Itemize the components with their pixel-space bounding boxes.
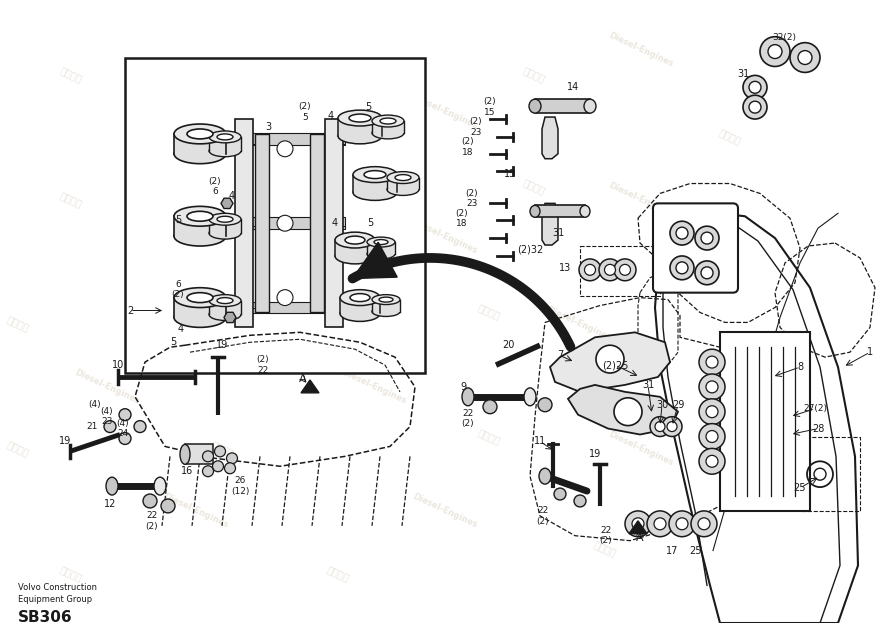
Text: Diesel-Engines: Diesel-Engines bbox=[162, 118, 230, 156]
Ellipse shape bbox=[462, 388, 474, 406]
Circle shape bbox=[699, 399, 725, 425]
Circle shape bbox=[706, 356, 718, 368]
Ellipse shape bbox=[187, 129, 213, 139]
Text: 1: 1 bbox=[867, 347, 873, 357]
Ellipse shape bbox=[584, 99, 596, 113]
FancyBboxPatch shape bbox=[653, 203, 738, 293]
Circle shape bbox=[701, 267, 713, 279]
Text: 5: 5 bbox=[174, 215, 182, 225]
Text: 紫发动力: 紫发动力 bbox=[59, 190, 84, 209]
Bar bbox=[235, 133, 345, 145]
Polygon shape bbox=[301, 380, 319, 393]
Text: 21: 21 bbox=[86, 422, 98, 431]
Text: 7: 7 bbox=[557, 350, 563, 360]
Circle shape bbox=[699, 374, 725, 400]
Text: 紫发动力: 紫发动力 bbox=[59, 65, 84, 84]
Circle shape bbox=[743, 75, 767, 99]
Circle shape bbox=[768, 45, 782, 58]
Text: 15: 15 bbox=[504, 168, 516, 178]
Text: (2)32: (2)32 bbox=[517, 245, 543, 255]
Text: (2)
23: (2) 23 bbox=[465, 188, 478, 208]
Ellipse shape bbox=[174, 288, 226, 308]
Text: 22
(2): 22 (2) bbox=[146, 511, 158, 531]
Text: 19: 19 bbox=[216, 340, 228, 350]
Circle shape bbox=[698, 518, 710, 530]
Text: Diesel-Engines: Diesel-Engines bbox=[607, 180, 675, 219]
Bar bbox=[209, 301, 241, 315]
Text: 9: 9 bbox=[460, 382, 466, 392]
Text: 紫发动力: 紫发动力 bbox=[59, 564, 84, 583]
Circle shape bbox=[699, 448, 725, 474]
Ellipse shape bbox=[174, 124, 226, 144]
Text: 紫发动力: 紫发动力 bbox=[299, 190, 324, 209]
Circle shape bbox=[695, 261, 719, 284]
Bar bbox=[185, 445, 213, 464]
Text: (2)
6: (2) 6 bbox=[208, 177, 222, 196]
Text: A: A bbox=[636, 533, 643, 543]
Bar bbox=[125, 58, 425, 373]
Polygon shape bbox=[655, 214, 858, 623]
Circle shape bbox=[104, 421, 116, 433]
Circle shape bbox=[790, 43, 820, 72]
Circle shape bbox=[749, 82, 761, 93]
Text: Diesel-Engines: Diesel-Engines bbox=[545, 305, 612, 343]
Text: 紫发动力: 紫发动力 bbox=[299, 65, 324, 84]
Polygon shape bbox=[629, 521, 647, 534]
Ellipse shape bbox=[367, 237, 395, 247]
Text: 30: 30 bbox=[656, 400, 668, 409]
Circle shape bbox=[676, 262, 688, 274]
Circle shape bbox=[662, 416, 682, 436]
Ellipse shape bbox=[217, 216, 233, 222]
Circle shape bbox=[119, 409, 131, 421]
Circle shape bbox=[614, 398, 642, 426]
Bar bbox=[209, 137, 241, 151]
Text: Diesel-Engines: Diesel-Engines bbox=[340, 367, 408, 405]
Circle shape bbox=[670, 221, 694, 245]
Text: Diesel-Engines: Diesel-Engines bbox=[411, 93, 479, 131]
Ellipse shape bbox=[367, 249, 395, 259]
Text: Equipment Group: Equipment Group bbox=[18, 595, 93, 604]
Ellipse shape bbox=[217, 298, 233, 303]
Text: 5: 5 bbox=[170, 337, 176, 347]
Circle shape bbox=[650, 416, 670, 436]
Ellipse shape bbox=[335, 232, 375, 248]
Bar bbox=[174, 134, 226, 154]
Text: (2)
15: (2) 15 bbox=[483, 97, 497, 117]
Text: 32(2): 32(2) bbox=[772, 33, 796, 42]
Circle shape bbox=[743, 95, 767, 119]
Ellipse shape bbox=[379, 297, 393, 302]
Ellipse shape bbox=[387, 183, 419, 195]
Circle shape bbox=[706, 406, 718, 418]
Text: 14: 14 bbox=[567, 82, 579, 92]
Polygon shape bbox=[542, 203, 558, 245]
Circle shape bbox=[574, 495, 586, 507]
Circle shape bbox=[632, 518, 644, 530]
Text: (4): (4) bbox=[89, 400, 101, 409]
Ellipse shape bbox=[209, 295, 241, 306]
Circle shape bbox=[749, 101, 761, 113]
Circle shape bbox=[224, 463, 236, 474]
Polygon shape bbox=[542, 117, 558, 159]
Text: 紫发动力: 紫发动力 bbox=[477, 302, 502, 321]
Ellipse shape bbox=[180, 445, 190, 464]
Circle shape bbox=[203, 451, 214, 462]
Circle shape bbox=[654, 518, 666, 530]
Circle shape bbox=[614, 259, 636, 281]
Text: 5: 5 bbox=[367, 218, 373, 228]
Ellipse shape bbox=[374, 239, 388, 244]
Text: 4: 4 bbox=[229, 192, 235, 202]
Text: Diesel-Engines: Diesel-Engines bbox=[411, 492, 479, 530]
Text: 紫发动力: 紫发动力 bbox=[477, 426, 502, 446]
Circle shape bbox=[143, 494, 157, 508]
Text: 27(2): 27(2) bbox=[803, 404, 827, 413]
Ellipse shape bbox=[154, 477, 166, 495]
Ellipse shape bbox=[580, 205, 590, 217]
Circle shape bbox=[579, 259, 601, 281]
Ellipse shape bbox=[340, 290, 380, 306]
Text: Diesel-Engines: Diesel-Engines bbox=[73, 367, 141, 405]
Ellipse shape bbox=[372, 306, 400, 317]
Text: 紫发动力: 紫发动力 bbox=[255, 315, 279, 333]
Bar bbox=[340, 298, 380, 313]
Bar bbox=[174, 298, 226, 318]
Circle shape bbox=[585, 264, 595, 275]
